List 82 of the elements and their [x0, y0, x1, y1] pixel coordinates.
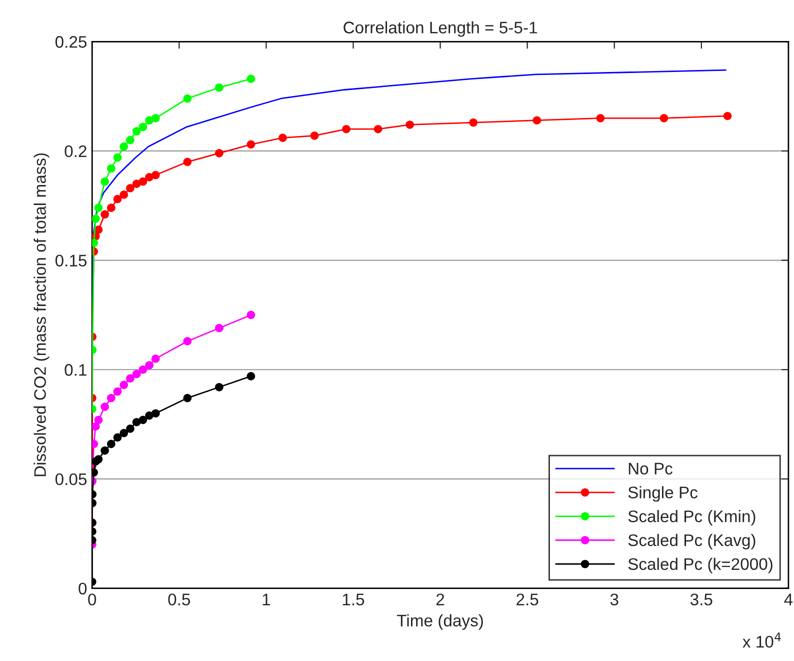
point [92, 422, 100, 431]
y-tick-label: 0 [78, 582, 87, 594]
point [246, 310, 256, 320]
x-tick-label: 1 [262, 594, 270, 606]
point [215, 324, 224, 332]
point [183, 337, 192, 346]
x-tick-label: 1.5 [342, 594, 364, 606]
y-tick-label: 0.05 [55, 473, 87, 486]
point [132, 127, 141, 136]
point [94, 416, 103, 424]
point [342, 124, 350, 134]
point [374, 124, 382, 134]
point [215, 148, 224, 158]
point [120, 190, 128, 199]
point [120, 380, 128, 390]
point [138, 122, 148, 132]
point [107, 204, 116, 212]
y-axis-title: Dissolved CO2 (mass fraction of total mass) [34, 153, 50, 476]
x-tick-label: 2 [436, 594, 444, 606]
y-tick-label: 0.15 [55, 254, 87, 267]
point [107, 440, 116, 448]
point [120, 142, 128, 151]
x-axis-title: Time (days) [396, 614, 483, 630]
point [278, 134, 287, 142]
point [113, 153, 122, 162]
point [113, 387, 122, 396]
point [126, 136, 134, 144]
x-tick-label: 3 [610, 594, 618, 606]
point [107, 394, 116, 402]
x-tick-label: 3.5 [690, 594, 712, 606]
point [107, 164, 116, 173]
point [138, 416, 148, 424]
y-tick-label: 0.25 [55, 36, 87, 48]
legend-label: Single Pc [628, 486, 698, 502]
point [100, 402, 109, 411]
point [126, 184, 134, 192]
point [246, 372, 256, 380]
point [113, 194, 122, 204]
legend-label: Scaled Pc (Kmin) [628, 510, 756, 526]
point [215, 382, 224, 392]
x-tick-label: 4 [784, 594, 793, 606]
x-tick-label: 0 [88, 594, 96, 606]
point [183, 394, 192, 402]
chart-title: Correlation Length = 5-5-1 [344, 21, 537, 37]
point [723, 112, 732, 120]
point [126, 374, 134, 383]
point [183, 94, 192, 103]
point [469, 118, 478, 127]
legend-label: Scaled Pc (Kavg) [628, 534, 756, 550]
point [94, 455, 103, 464]
point [92, 214, 100, 223]
point [100, 177, 109, 186]
x-tick-label: 0.5 [168, 594, 190, 606]
point [151, 114, 160, 122]
y-tick-label: 0.2 [64, 145, 86, 158]
point [100, 446, 109, 455]
point [183, 158, 192, 166]
point [660, 114, 668, 122]
point [94, 204, 103, 212]
point [596, 114, 605, 122]
point [151, 409, 160, 418]
point [151, 170, 160, 180]
point [310, 132, 319, 140]
y-tick-label: 0.1 [64, 364, 86, 376]
x-tick-label: 2.5 [516, 594, 538, 606]
legend-label: No Pc [628, 462, 672, 475]
point [151, 354, 160, 363]
point [246, 74, 256, 83]
point [145, 361, 154, 370]
point [138, 177, 148, 186]
point [406, 120, 414, 129]
point [126, 424, 134, 433]
legend-label: Scaled Pc (k=2000) [628, 558, 772, 574]
point [246, 140, 256, 149]
point [138, 365, 148, 374]
point [532, 116, 542, 125]
point [113, 433, 122, 442]
point [215, 83, 224, 92]
point [120, 428, 128, 438]
point [100, 210, 109, 219]
point [132, 370, 141, 378]
text: x 10$^{4}$ [742, 632, 781, 648]
